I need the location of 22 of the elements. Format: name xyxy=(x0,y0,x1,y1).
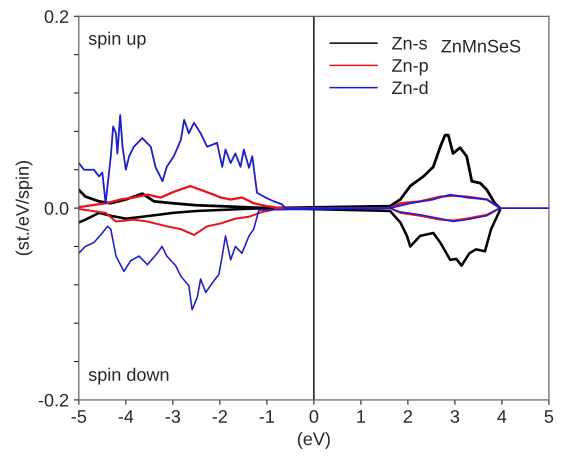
annotation: spin up xyxy=(88,32,146,48)
y-tick-label: -0.2 xyxy=(38,394,68,407)
x-tick-label: 3 xyxy=(450,410,460,423)
x-tick-label: 4 xyxy=(497,410,506,423)
legend-label: Zn-d xyxy=(392,80,428,94)
legend-label: Zn-s xyxy=(392,37,427,50)
x-tick-label: 5 xyxy=(544,410,554,423)
y-tick-label: 0.2 xyxy=(44,10,68,23)
x-tick-label: -3 xyxy=(166,410,180,423)
y-tick-label: 0.0 xyxy=(44,202,68,215)
x-tick-label: 2 xyxy=(404,410,412,423)
annotation: spin down xyxy=(88,368,168,385)
x-tick-label: -5 xyxy=(72,410,86,423)
x-tick-label: -1 xyxy=(260,410,274,423)
y-axis-title: (st./eV/spin) xyxy=(16,161,32,256)
x-tick-label: -4 xyxy=(118,410,134,423)
legend-label: Zn-p xyxy=(392,59,428,76)
annotation: ZnMnSeS xyxy=(441,40,520,53)
x-tick-label: 1 xyxy=(357,410,366,423)
x-tick-label: 0 xyxy=(310,410,318,423)
x-tick-label: -2 xyxy=(212,410,227,423)
x-axis-title: (eV) xyxy=(298,432,330,449)
